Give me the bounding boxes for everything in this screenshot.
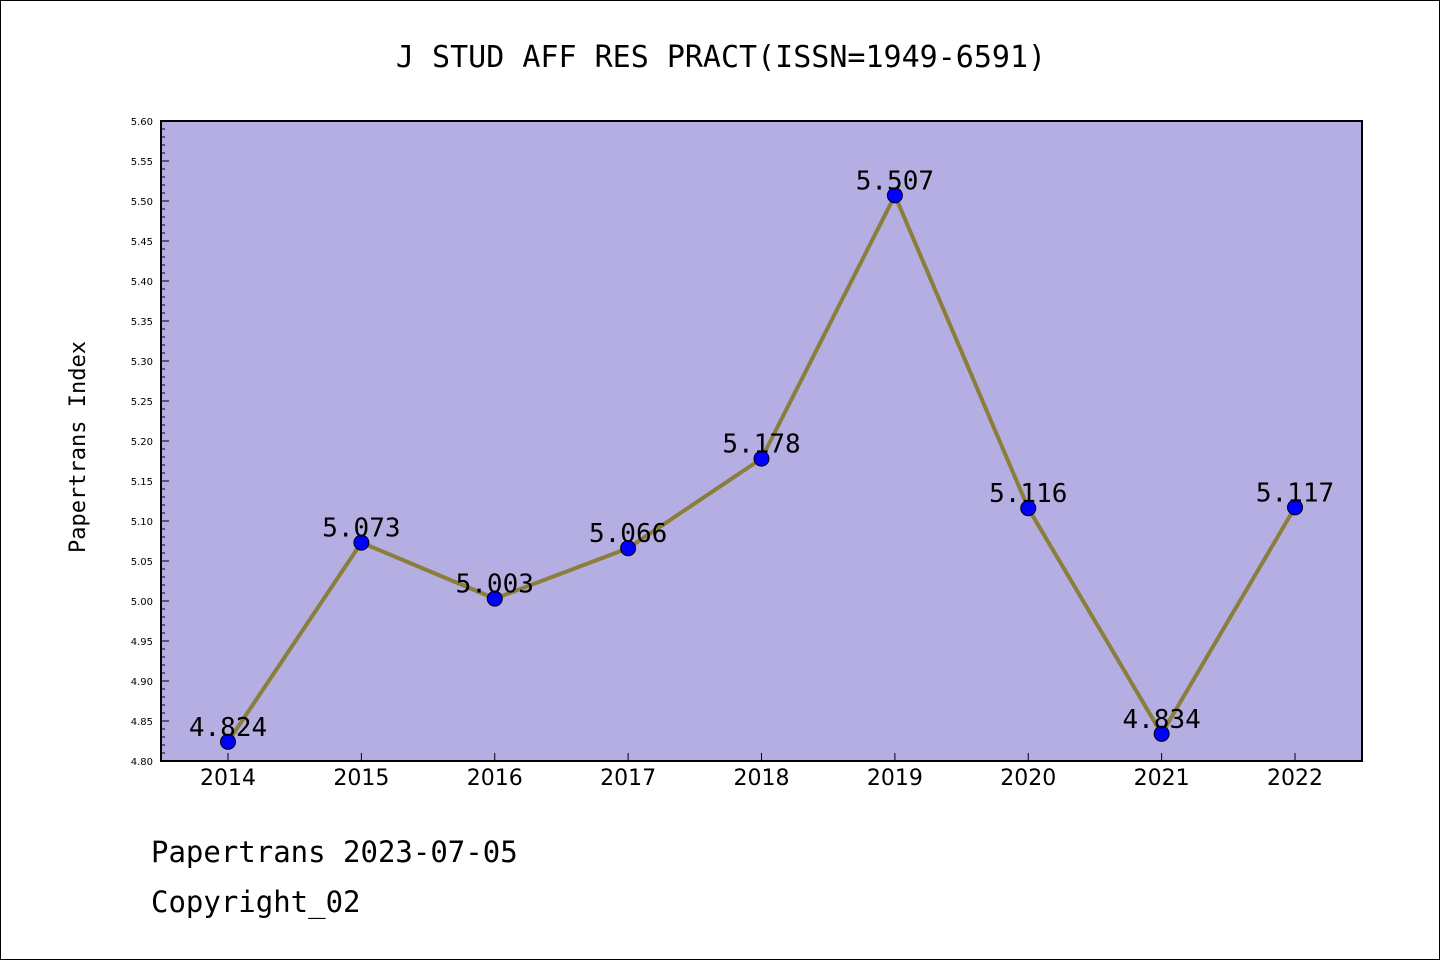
x-tick-label: 2020	[1000, 766, 1056, 791]
x-tick-label: 2014	[200, 766, 256, 791]
y-tick-label: 5.40	[131, 277, 153, 288]
footer-date: Papertrans 2023-07-05	[151, 835, 518, 869]
data-point	[1153, 725, 1170, 742]
y-tick-label: 4.85	[131, 717, 153, 728]
y-tick-label: 5.25	[131, 397, 153, 408]
y-tick-label: 5.45	[131, 237, 153, 248]
y-tick-label: 4.80	[131, 757, 153, 768]
y-tick-label: 5.50	[131, 197, 153, 208]
data-point	[886, 187, 903, 204]
x-tick-label: 2019	[867, 766, 923, 791]
x-tick-label: 2016	[467, 766, 523, 791]
y-tick-label: 5.30	[131, 357, 153, 368]
x-axis-ticks: 2014 2015 2016 2017 2018 2019 2020 2021 2022	[200, 753, 1323, 791]
data-point	[220, 733, 236, 750]
data-label: 4.834	[1122, 705, 1200, 735]
data-point	[753, 450, 770, 467]
data-label: 5.178	[722, 430, 800, 460]
x-tick-label: 2018	[734, 766, 790, 791]
data-point	[486, 590, 503, 607]
data-label: 4.824	[189, 713, 267, 743]
x-tick-label: 2015	[333, 766, 389, 791]
data-point	[1020, 500, 1037, 517]
y-tick-label: 5.35	[131, 317, 153, 328]
y-tick-label: 5.15	[131, 477, 153, 488]
data-point	[353, 534, 370, 551]
data-markers	[220, 187, 1303, 750]
y-tick-label: 4.90	[131, 677, 153, 688]
data-label: 5.507	[856, 166, 934, 196]
y-tick-label: 5.55	[131, 157, 153, 168]
data-point	[620, 540, 637, 557]
y-tick-label: 5.05	[131, 557, 153, 568]
footer-copyright: Copyright_02	[151, 885, 361, 919]
data-label: 5.117	[1256, 478, 1334, 508]
data-point	[1287, 499, 1303, 516]
chart-title: J STUD AFF RES PRACT(ISSN=1949-6591)	[396, 40, 1046, 75]
x-tick-label: 2022	[1267, 766, 1323, 791]
y-tick-label: 5.00	[131, 597, 153, 608]
x-tick-label: 2021	[1134, 766, 1190, 791]
y-axis-ticks: 4.80 4.85 4.90 4.95 5.00 5.05 5.10 5.15 5.20 5.25…	[131, 117, 153, 768]
data-label: 5.066	[589, 519, 667, 549]
data-label: 5.003	[456, 570, 534, 600]
data-label: 5.073	[322, 514, 400, 544]
y-axis-label: Papertrans Index	[66, 341, 91, 553]
y-tick-label: 5.10	[131, 517, 153, 528]
y-tick-label: 4.95	[131, 637, 153, 648]
data-labels: 4.824 5.073 5.003 5.066 5.178 5.507 5.116 4.834…	[189, 166, 1334, 742]
y-tick-label: 5.60	[131, 117, 153, 128]
plot-area	[161, 121, 1362, 761]
data-label: 5.116	[989, 479, 1067, 509]
plot-border	[160, 120, 1363, 762]
x-tick-label: 2017	[600, 766, 656, 791]
y-tick-label: 5.20	[131, 437, 153, 448]
